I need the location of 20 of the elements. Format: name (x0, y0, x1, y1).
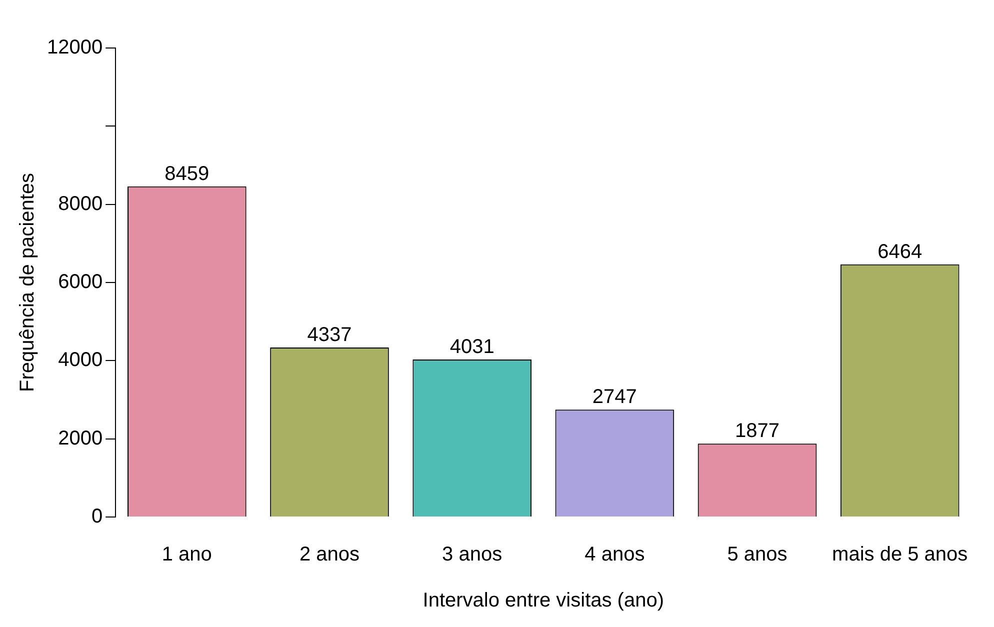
x-axis-title: Intervalo entre visitas (ano) (422, 590, 664, 612)
x-tick-label: mais de 5 anos (832, 544, 968, 566)
x-tick-label: 5 anos (727, 544, 788, 566)
y-tick-label: 6000 (58, 271, 103, 294)
x-tick-label: 1 ano (162, 544, 212, 566)
y-tick-label: 8000 (58, 192, 103, 215)
y-tick-label: 12000 (46, 36, 103, 59)
data-label: 8459 (164, 162, 210, 185)
y-tick-label: 2000 (58, 427, 103, 450)
data-label: 6464 (878, 240, 922, 263)
y-tick-label: 0 (91, 506, 103, 528)
x-tick-label: 4 anos (584, 544, 645, 566)
data-label: 4337 (307, 324, 352, 346)
data-label: 4031 (450, 336, 494, 358)
x-tick-label: 2 anos (299, 544, 360, 566)
data-label: 1877 (735, 420, 780, 442)
y-tick-label: 4000 (58, 349, 103, 372)
y-axis-title: Frequência de pacientes (16, 172, 39, 392)
data-label: 2747 (592, 386, 637, 408)
x-tick-label: 3 anos (442, 544, 502, 566)
